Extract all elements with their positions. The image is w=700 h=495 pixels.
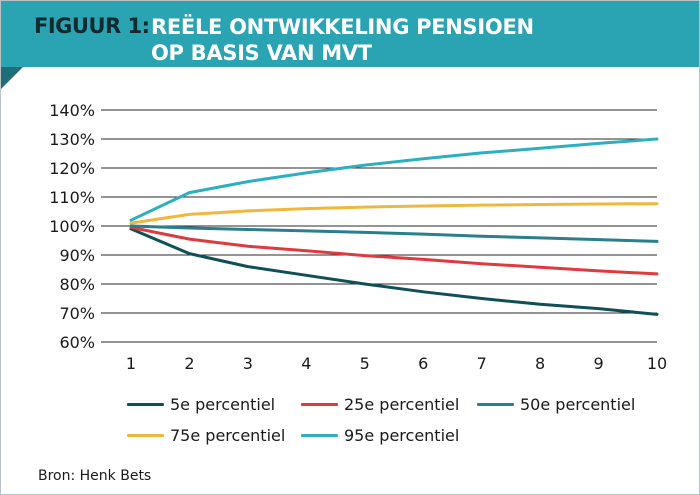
- x-tick-label: 6: [418, 354, 428, 373]
- x-tick-label: 5: [360, 354, 370, 373]
- x-tick-label: 3: [243, 354, 253, 373]
- y-tick-label: 130%: [49, 130, 95, 149]
- figure-title-line-2: OP BASIS VAN MVT: [151, 41, 372, 65]
- x-tick-label: 9: [593, 354, 603, 373]
- series-line-2: [129, 225, 659, 276]
- y-tick-label: 100%: [49, 217, 95, 236]
- figure-title-line-1: REËLE ONTWIKKELING PENSIOEN: [151, 15, 534, 39]
- figure-title: REËLE ONTWIKKELING PENSIOEN OP BASIS VAN…: [151, 14, 534, 66]
- x-tick-label: 1: [126, 354, 136, 373]
- y-tick-label: 110%: [49, 188, 95, 207]
- series-line-5: [129, 137, 659, 222]
- y-tick-label: 140%: [49, 101, 95, 120]
- series-lines: [129, 137, 659, 316]
- y-tick-label: 70%: [59, 304, 95, 323]
- series-line-4: [129, 202, 659, 225]
- x-tick-label: 10: [647, 354, 667, 373]
- grid-lines: [101, 109, 657, 343]
- figure-label: FIGUUR 1:: [34, 14, 150, 38]
- y-tick-label: 90%: [59, 246, 95, 265]
- y-tick-label: 120%: [49, 159, 95, 178]
- header-fold-shape: [1, 67, 23, 89]
- x-tick-label: 4: [301, 354, 311, 373]
- figure-header: FIGUUR 1: REËLE ONTWIKKELING PENSIOEN OP…: [1, 1, 699, 67]
- y-tick-label: 80%: [59, 275, 95, 294]
- y-tick-label: 60%: [59, 333, 95, 352]
- source-note: Bron: Henk Bets: [38, 468, 152, 484]
- x-tick-label: 7: [477, 354, 487, 373]
- y-axis-ticks: 60% 70% 80% 90% 100% 110% 120% 130% 140%: [49, 101, 95, 352]
- series-line-1: [129, 227, 659, 316]
- x-axis-ticks: 1 2 3 4 5 6 7 8 9 10: [126, 354, 667, 373]
- x-tick-label: 8: [535, 354, 545, 373]
- series-line-3: [129, 224, 659, 243]
- x-tick-label: 2: [184, 354, 194, 373]
